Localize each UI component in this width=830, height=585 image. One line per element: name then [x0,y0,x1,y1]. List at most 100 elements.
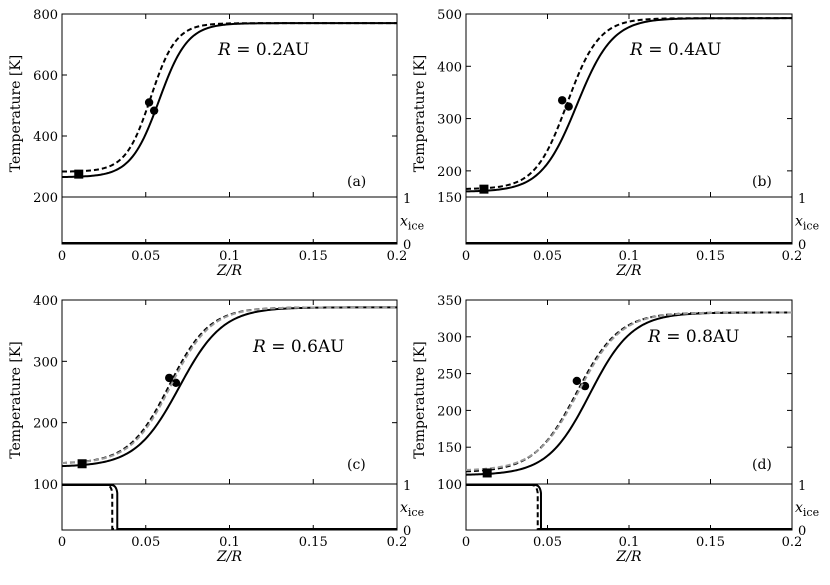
ice-tick-label-0: 0 [798,524,806,539]
panel-label: (a) [347,174,366,190]
y-axis-label: Temperature [K] [412,341,428,459]
x-tick-label: 0.05 [533,535,562,550]
marker-square [77,459,87,469]
x-tick-label: 0.05 [533,249,562,264]
ice-axis-label-sub: ice [408,506,424,519]
x-axis-label: Z/R [216,549,242,565]
ice-axes [61,196,398,245]
marker-dot-dashed [572,376,582,386]
x-tick-label: 0 [462,535,470,550]
y-tick-label: 200 [437,404,462,419]
ice-tick-label-0: 0 [798,238,806,253]
x-axis-label: Z/R [216,263,242,279]
ice-tick-label-0: 0 [403,238,411,253]
temperature-curve-dashed [466,311,792,473]
y-axis-label: Temperature [K] [8,341,24,459]
y-tick-label: 200 [33,191,58,206]
x-tick-label: 0.15 [299,249,328,264]
marker-dot-dashed [144,98,154,107]
marker-dot-solid [149,106,159,115]
y-tick-label: 400 [33,130,58,145]
ice-axis-label-sub: ice [408,220,424,233]
temperature-curve-solid [62,306,397,468]
radius-symbol: R [647,327,661,347]
x-tick-label: 0 [462,249,470,264]
x-tick-label: 0 [58,535,66,550]
panel-b: 0 0.05 0.1 0.15 0.2 Z/R 150 200 300 400 500 Tempera… [412,8,819,279]
y-tick-label: 250 [437,368,462,383]
temperature-curve-grey [466,311,792,471]
ice-axis-label: xice [795,214,819,233]
y-tick-label: 200 [437,165,462,180]
y-tick-label: 600 [33,69,58,84]
x-tick-label: 0.15 [299,535,328,550]
ice-axis-label-sub: ice [803,506,819,519]
y-tick-label: 150 [437,441,462,456]
x-tick-label: 0.2 [782,535,803,550]
temperature-curve-dashed [62,306,397,465]
x-tick-label: 0.1 [619,535,640,550]
radius-symbol: R [252,337,266,357]
panel-label: (b) [752,174,772,190]
x-axis-label: Z/R [616,263,642,279]
ice-axis-label-sub: ice [803,220,819,233]
ice-curve-solid [466,484,792,530]
ice-axes [465,196,793,245]
x-tick-label: 0.1 [219,249,240,264]
panel-a: 0 0.05 0.1 0.15 0.2 Z/R 200 400 600 800 Temperatur… [8,8,424,279]
ice-axis-label: xice [795,500,819,519]
y-tick-label: 100 [437,478,462,493]
panel-c: 0 0.05 0.1 0.15 0.2 Z/R 100 200 300 400 Temperatur… [8,294,424,565]
panel-label: (c) [347,457,366,473]
radius-value: = 0.6AU [266,337,345,357]
y-tick-label: 200 [33,417,58,432]
ice-tick-label-1: 1 [403,479,411,494]
y-tick-label: 300 [437,331,462,346]
x-axis-label: Z/R [616,549,642,565]
ice-axes [465,483,793,531]
ice-axes [61,483,398,531]
marker-dot-dashed [557,96,567,105]
y-tick-label: 300 [437,113,462,128]
x-tick-label: 0.1 [219,535,240,550]
radius-annotation: R = 0.8AU [647,327,740,347]
y-tick-label: 300 [33,355,58,370]
x-tick-label: 0 [58,249,66,264]
radius-symbol: R [629,40,643,60]
temperature-curve-dashed [466,17,792,190]
y-axis-label: Temperature [K] [412,55,428,173]
x-tick-label: 0.15 [696,249,725,264]
y-tick-label: 400 [33,294,58,309]
x-tick-label: 0.05 [131,249,160,264]
temperature-axes [465,299,793,485]
radius-value: = 0.4AU [643,40,722,60]
temperature-axes [465,13,793,198]
radius-annotation: R = 0.6AU [252,337,345,357]
x-tick-label: 0.15 [696,535,725,550]
ice-curve-dashed [62,484,397,530]
ice-tick-label-0: 0 [403,524,411,539]
radius-value: = 0.2AU [231,40,310,60]
x-tick-label: 0.1 [619,249,640,264]
panel-label: (d) [752,457,772,473]
marker-square [74,169,84,179]
panel-d: 0 0.05 0.1 0.15 0.2 Z/R 100 150 200 250 300 350 Temp… [412,294,819,565]
radius-value: = 0.8AU [661,327,740,347]
temperature-curve-solid [466,311,792,476]
marker-dot-solid [171,378,181,387]
x-tick-label: 0.2 [387,535,408,550]
y-tick-label: 800 [33,8,58,23]
ice-tick-label-1: 1 [798,192,806,207]
y-tick-label: 400 [437,60,462,75]
radius-symbol: R [217,40,231,60]
y-tick-label: 350 [437,294,462,309]
marker-dot-dashed [165,373,174,383]
ice-curve-solid [62,484,397,530]
marker-square [479,184,489,194]
y-axis-label: Temperature [K] [8,55,24,173]
ice-curve-dashed [466,484,792,530]
marker-square [482,468,492,478]
radius-annotation: R = 0.4AU [629,40,722,60]
temperature-curve-solid [466,17,792,193]
